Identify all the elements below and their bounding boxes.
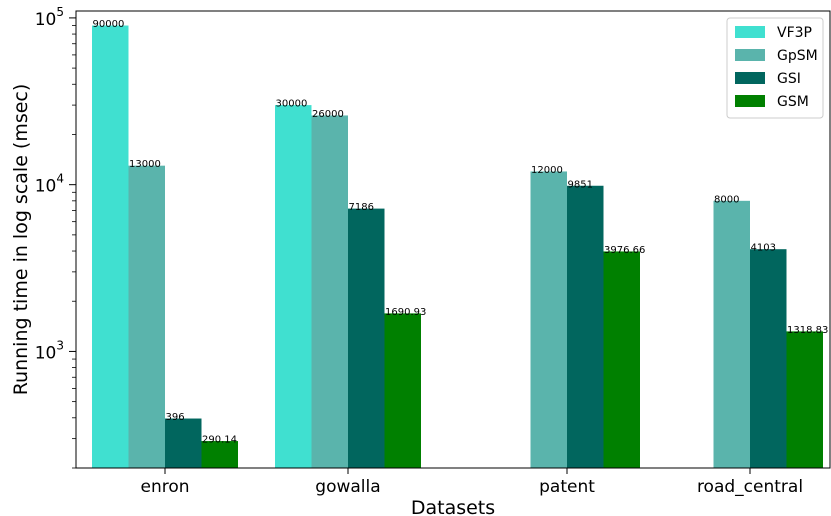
bar-labels-layer: 90000 30000 13000 26000 12000 8000 396 7186 9851…	[93, 19, 829, 446]
y-tick-base: 10	[35, 343, 57, 363]
legend-swatch	[735, 95, 765, 107]
bar-value-label: 3976.66	[604, 245, 645, 256]
bar-value-label: 13000	[129, 159, 161, 170]
bar-gpsm-road_central	[713, 200, 750, 468]
bar-gsi-enron	[165, 418, 202, 468]
legend-swatch	[735, 49, 765, 61]
bar-gpsm-enron	[128, 165, 165, 469]
legend: VF3P GpSM GSI GSM	[726, 17, 824, 119]
plot-frame	[75, 10, 831, 469]
bar-value-label: 90000	[93, 19, 125, 30]
bar-gsm-gowalla	[384, 313, 421, 468]
bar-gsm-enron	[201, 441, 238, 468]
x-axis-title: Datasets	[411, 497, 495, 516]
bars-layer	[92, 25, 823, 469]
y-tick-label: 104	[35, 172, 64, 197]
y-tick-base: 10	[35, 10, 57, 30]
bar-value-label: 26000	[312, 109, 344, 120]
bar-vf3p-enron	[92, 25, 129, 469]
x-axis-ticks: enron gowalla patent road_central	[140, 468, 803, 497]
y-tick-base: 10	[35, 177, 57, 197]
bar-gpsm-gowalla	[311, 115, 348, 468]
x-tick-label: gowalla	[315, 477, 380, 497]
bar-value-label: 290.14	[202, 435, 237, 446]
bar-value-label: 8000	[714, 194, 739, 205]
bar-gpsm-patent	[530, 171, 567, 468]
bar-value-label: 1690.93	[385, 307, 426, 318]
legend-swatch	[735, 72, 765, 84]
y-tick-label: 105	[35, 5, 64, 30]
bar-gsi-road_central	[750, 249, 787, 468]
x-tick-label: road_central	[697, 477, 803, 497]
legend-swatch	[735, 26, 765, 38]
bar-value-label: 396	[166, 412, 185, 423]
bar-value-label: 4103	[751, 243, 776, 254]
bar-gsm-road_central	[786, 331, 823, 468]
y-tick-exponent: 5	[56, 5, 64, 19]
legend-label: GSM	[777, 94, 809, 110]
legend-label: VF3P	[777, 25, 812, 41]
x-tick-label: patent	[539, 477, 595, 497]
y-tick-exponent: 4	[56, 172, 64, 186]
bar-gsm-patent	[603, 251, 640, 468]
bar-vf3p-gowalla	[275, 105, 312, 468]
bar-value-label: 30000	[276, 99, 308, 110]
legend-label: GpSM	[777, 48, 818, 64]
y-tick-label: 103	[35, 338, 64, 363]
y-axis-title: Running time in log scale (msec)	[10, 84, 32, 396]
legend-label: GSI	[777, 71, 801, 87]
bar-value-label: 7186	[349, 202, 374, 213]
bar-value-label: 12000	[531, 165, 563, 176]
bar-value-label: 9851	[568, 179, 593, 190]
x-tick-label: enron	[140, 477, 189, 497]
bar-gsi-patent	[567, 185, 604, 468]
y-tick-exponent: 3	[56, 338, 64, 352]
bar-gsi-gowalla	[348, 208, 385, 468]
bar-value-label: 1318.83	[787, 325, 828, 336]
legend-frame	[726, 17, 824, 119]
